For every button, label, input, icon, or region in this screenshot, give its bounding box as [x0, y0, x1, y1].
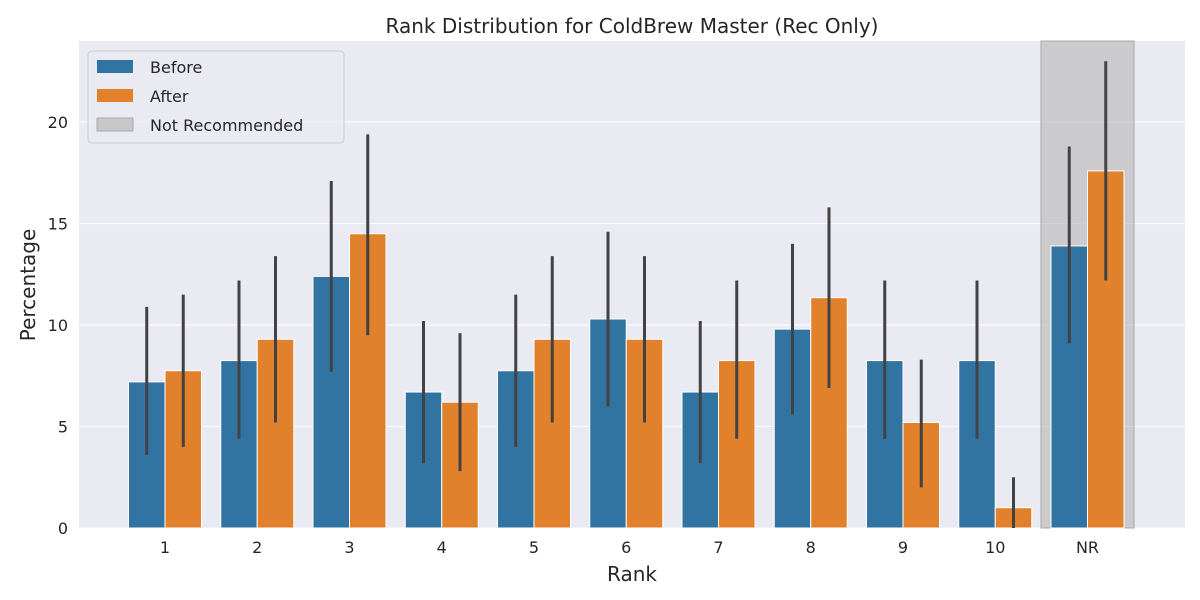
legend-swatch-before	[97, 60, 133, 73]
x-axis-label: Rank	[607, 562, 657, 586]
legend-label-before: Before	[150, 58, 202, 77]
legend-swatch-not-recommended	[96, 117, 134, 132]
x-tick-label: 9	[898, 538, 908, 557]
x-tick-label: 8	[806, 538, 816, 557]
legend: Before After Not Recommended	[87, 50, 345, 144]
x-tick-label: 10	[985, 538, 1005, 557]
y-tick-label: 20	[48, 113, 68, 132]
y-tick-label: 0	[58, 519, 68, 538]
y-tick-label: 5	[58, 418, 68, 437]
legend-swatch-after	[97, 89, 133, 102]
x-tick-label: NR	[1076, 538, 1099, 557]
x-tick-label: 2	[252, 538, 262, 557]
x-tick-label: 5	[529, 538, 539, 557]
y-tick-label: 15	[48, 215, 68, 234]
x-tick-label: 7	[713, 538, 723, 557]
x-tick-label: 3	[344, 538, 354, 557]
x-axis-ticks: 1 2 3 4 5 6 7 8 9 10 NR	[160, 538, 1099, 557]
error-bars	[145, 61, 1108, 528]
legend-label-after: After	[150, 87, 189, 106]
y-axis-ticks: 0 5 10 15 20	[48, 113, 68, 538]
legend-frame	[87, 50, 345, 144]
x-tick-label: 4	[437, 538, 447, 557]
chart-title: Rank Distribution for ColdBrew Master (R…	[386, 14, 879, 38]
y-tick-label: 10	[48, 316, 68, 335]
x-tick-label: 6	[621, 538, 631, 557]
x-tick-label: 1	[160, 538, 170, 557]
y-axis-label: Percentage	[16, 229, 40, 342]
legend-label-not-recommended: Not Recommended	[150, 116, 303, 135]
